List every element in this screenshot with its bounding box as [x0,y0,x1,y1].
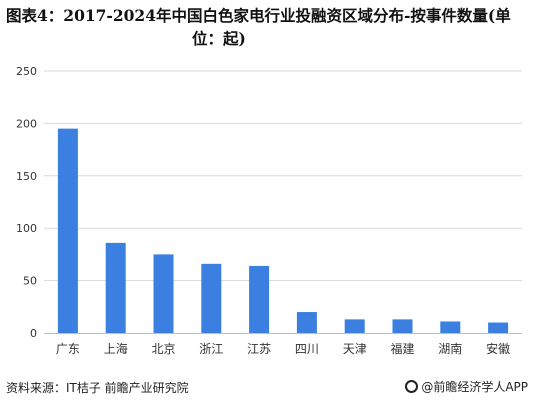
y-tick-label: 50 [23,275,37,288]
x-tick-label: 天津 [343,342,367,356]
chart-title: 图表4：2017-2024年中国白色家电行业投融资区域分布-按事件数量(单 位：… [6,4,530,50]
y-tick-label: 150 [16,170,37,183]
y-axis-ticks: 0 50 100 150 200 250 [16,65,37,340]
y-tick-label: 250 [16,65,37,78]
brand-mark: @前瞻经济学人APP [405,378,528,395]
bar-四川 [296,312,317,333]
bar-福建 [392,319,413,333]
y-tick-label: 200 [16,117,37,130]
x-tick-label: 广东 [56,342,80,356]
brand-logo-icon [405,380,419,393]
x-tick-label: 上海 [104,341,128,356]
x-axis-ticks: 广东 上海 北京 浙江 江苏 四川 天津 福建 湖南 安徽 [56,341,510,356]
chart-title-line1: 图表4：2017-2024年中国白色家电行业投融资区域分布-按事件数量(单 [6,6,511,25]
x-tick-label: 湖南 [438,341,462,356]
bar-上海 [105,242,126,333]
source-note: 资料来源：IT桔子 前瞻产业研究院 [6,381,189,395]
brand-text: @前瞻经济学人APP [421,380,528,394]
chart-title-line2: 位：起) [192,29,246,48]
bar-广东 [57,128,78,333]
gridlines [44,70,522,282]
bar-湖南 [440,321,461,333]
bar-天津 [344,319,365,333]
x-tick-label: 江苏 [247,342,271,356]
y-tick-label: 0 [30,327,37,340]
footer: 资料来源：IT桔子 前瞻产业研究院 @前瞻经济学人APP [0,374,536,404]
x-tick-label: 浙江 [199,342,223,356]
x-tick-label: 福建 [390,341,414,356]
bar-安徽 [488,322,509,333]
x-tick-label: 安徽 [486,341,510,356]
x-tick-label: 四川 [295,342,319,356]
bar-江苏 [249,265,270,333]
y-tick-label: 100 [16,222,37,235]
bar-北京 [153,254,174,333]
bar-chart: 0 50 100 150 200 250 广东 上海 北京 浙江 江苏 四川 天津 福建 湖南 安徽 [16,65,522,356]
bars [57,128,509,333]
bar-浙江 [201,263,222,333]
x-tick-label: 北京 [151,342,175,356]
